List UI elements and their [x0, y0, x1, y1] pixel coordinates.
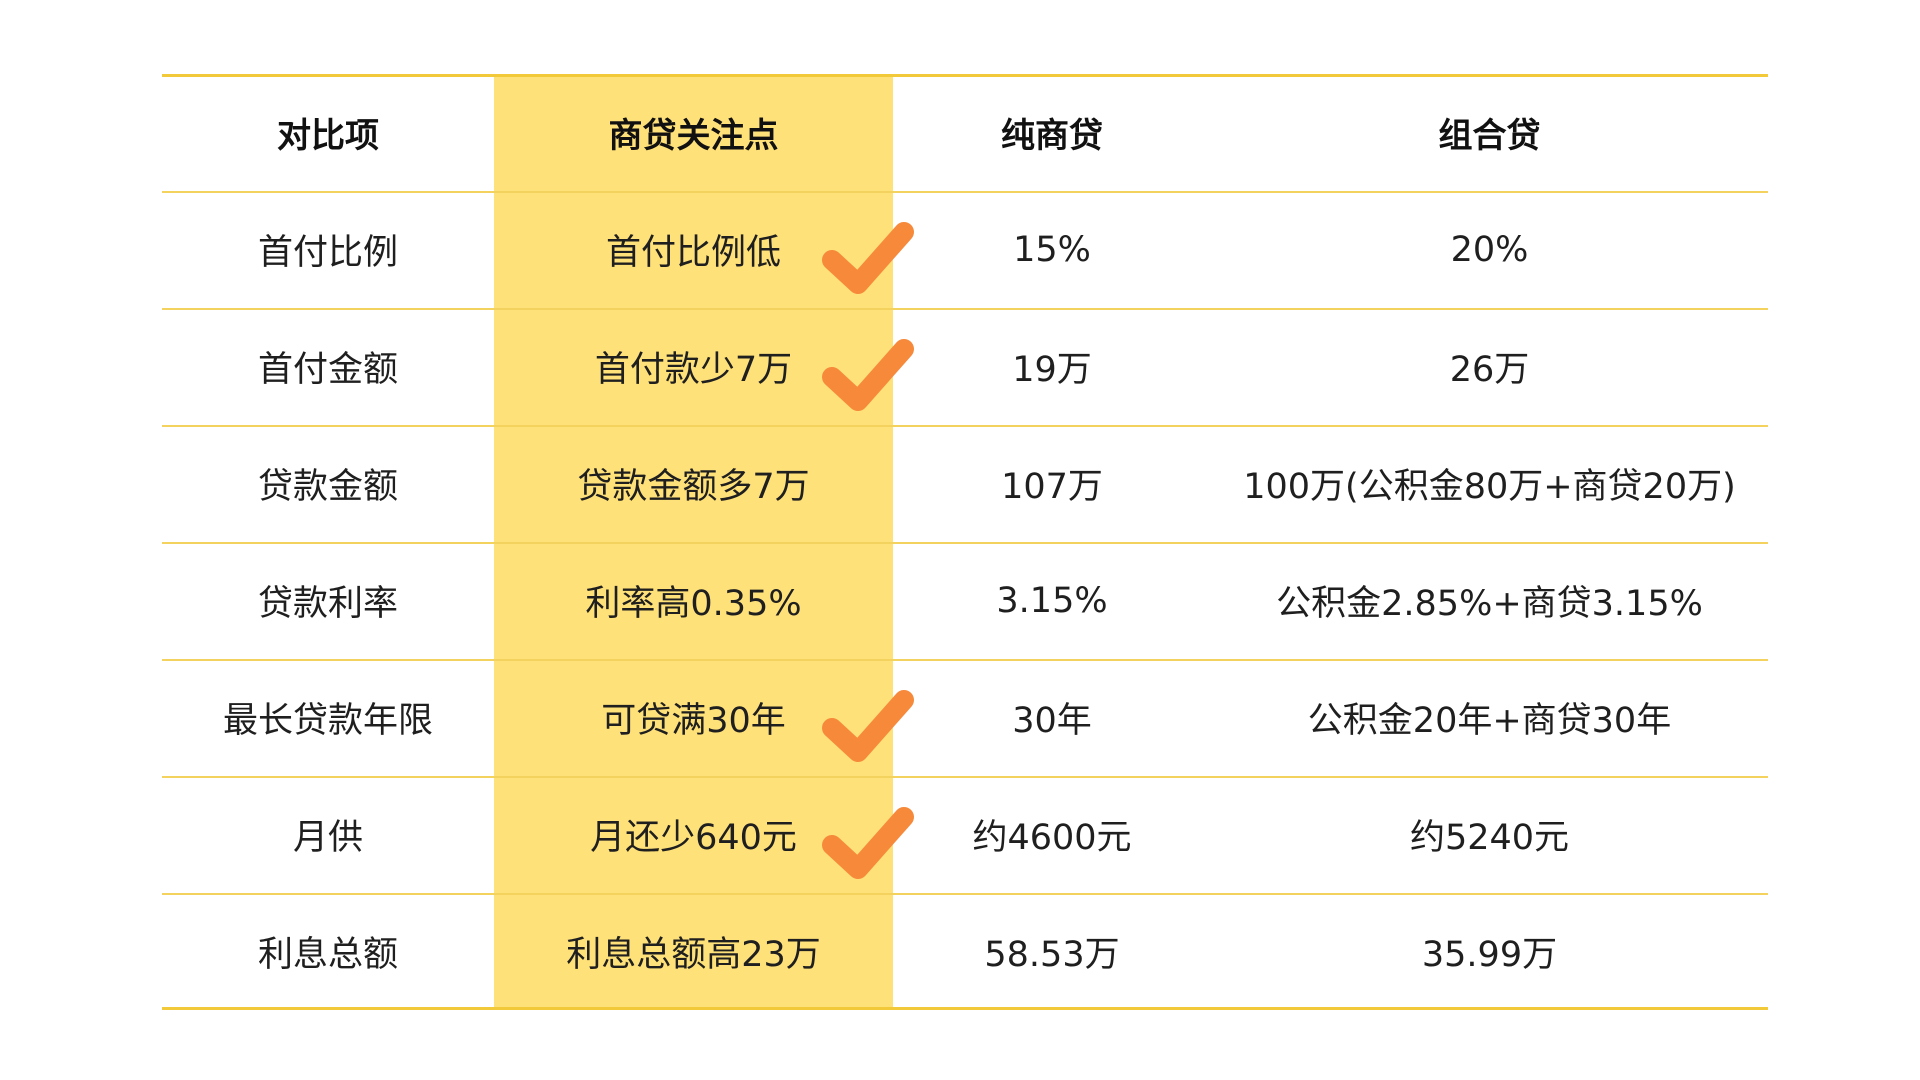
row-divider	[162, 191, 1768, 193]
cell-focus: 月还少640元	[590, 818, 797, 858]
table-bottom-rule	[162, 1007, 1768, 1010]
row-divider	[162, 542, 1768, 544]
cell-item: 贷款利率	[257, 584, 398, 624]
cell-focus: 首付款少7万	[594, 350, 793, 390]
cell-item: 月供	[292, 818, 363, 858]
table-row: 月供 月还少640元 约4600元 约5240元	[162, 776, 1768, 893]
cell-item: 贷款金额	[257, 467, 398, 507]
header-compare-item: 对比项	[277, 116, 379, 156]
cell-combo: 100万(公积金80万+商贷20万)	[1243, 467, 1736, 507]
row-divider	[162, 659, 1768, 661]
cell-combo: 公积金20年+商贷30年	[1307, 701, 1672, 741]
comparison-table: 对比项 商贷关注点 纯商贷 组合贷 首付比例 首付比例低 15% 20% 首付金…	[162, 74, 1768, 1010]
cell-focus: 利息总额高23万	[566, 935, 821, 975]
cell-commercial: 约4600元	[972, 818, 1132, 858]
cell-combo: 26万	[1449, 350, 1530, 390]
cell-commercial: 19万	[1012, 350, 1092, 390]
header-combo-loan: 组合贷	[1438, 116, 1541, 156]
table-row: 利息总额 利息总额高23万 58.53万 35.99万	[162, 893, 1768, 1010]
check-mark-icon	[818, 797, 918, 887]
cell-combo: 公积金2.85%+商贷3.15%	[1276, 584, 1703, 624]
table-row: 贷款利率 利率高0.35% 3.15% 公积金2.85%+商贷3.15%	[162, 542, 1768, 659]
cell-focus: 贷款金额多7万	[577, 467, 810, 507]
check-mark-icon	[818, 329, 918, 419]
cell-focus: 可贷满30年	[601, 701, 786, 741]
table-header-row: 对比项 商贷关注点 纯商贷 组合贷	[162, 74, 1768, 191]
row-divider	[162, 893, 1768, 895]
cell-item: 首付比例	[257, 233, 398, 273]
table-row: 首付比例 首付比例低 15% 20%	[162, 191, 1768, 308]
cell-commercial: 58.53万	[984, 935, 1120, 975]
header-commercial-focus: 商贷关注点	[608, 116, 779, 156]
cell-combo: 20%	[1450, 229, 1529, 270]
cell-focus: 首付比例低	[605, 233, 781, 273]
table-row: 最长贷款年限 可贷满30年 30年 公积金20年+商贷30年	[162, 659, 1768, 776]
cell-combo: 约5240元	[1409, 818, 1570, 858]
table-row: 首付金额 首付款少7万 19万 26万	[162, 308, 1768, 425]
row-divider	[162, 425, 1768, 427]
cell-item: 首付金额	[257, 350, 398, 390]
cell-focus: 利率高0.35%	[585, 584, 802, 624]
check-mark-icon	[818, 680, 918, 770]
header-pure-commercial: 纯商贷	[1001, 116, 1103, 156]
cell-commercial: 107万	[1001, 467, 1103, 507]
table-top-rule	[162, 74, 1768, 77]
cell-item: 最长贷款年限	[222, 701, 433, 741]
row-divider	[162, 308, 1768, 310]
row-divider	[162, 776, 1768, 778]
table-row: 贷款金额 贷款金额多7万 107万 100万(公积金80万+商贷20万)	[162, 425, 1768, 542]
cell-item: 利息总额	[257, 935, 398, 975]
cell-combo: 35.99万	[1421, 935, 1558, 975]
cell-commercial: 30年	[1012, 701, 1092, 741]
check-mark-icon	[818, 212, 918, 302]
cell-commercial: 15%	[1013, 229, 1091, 270]
cell-commercial: 3.15%	[996, 580, 1108, 621]
